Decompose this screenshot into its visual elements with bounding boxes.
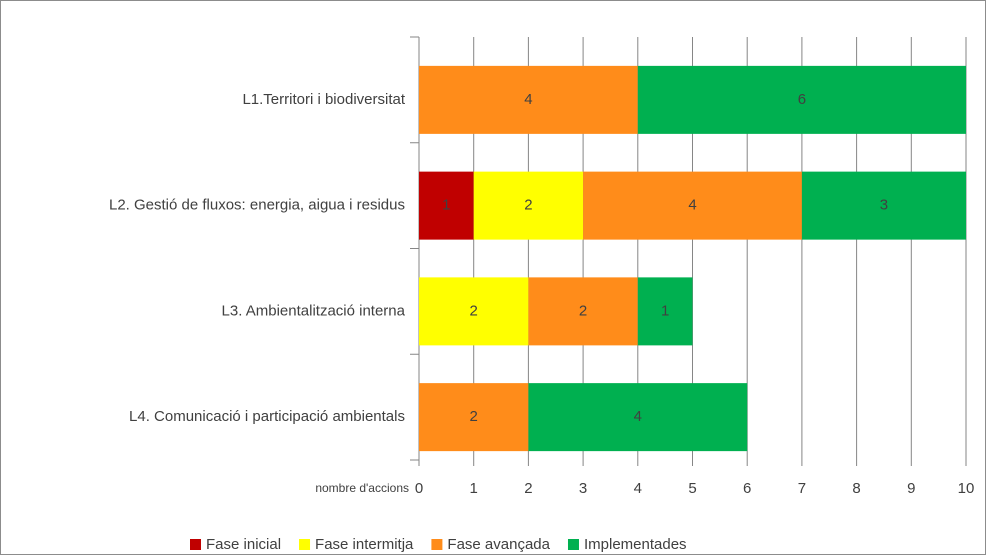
bar-segment	[419, 65, 638, 134]
x-tick-label: 8	[852, 480, 860, 497]
data-label: 4	[634, 408, 642, 425]
x-tick-label: 0	[415, 480, 423, 497]
data-label: 1	[661, 302, 669, 319]
bar-segment	[801, 171, 966, 240]
legend-label: Fase inicial	[206, 536, 281, 553]
x-tick-label: 1	[470, 480, 478, 497]
x-tick-label: 9	[907, 480, 915, 497]
data-label: 2	[470, 408, 478, 425]
legend-label: Fase avançada	[447, 536, 550, 553]
legend-swatch	[431, 539, 443, 550]
x-tick-label: 5	[688, 480, 696, 497]
bar-segment	[528, 277, 638, 346]
x-tick-label: 10	[958, 480, 975, 497]
bar-segment	[637, 65, 966, 134]
data-label: 4	[688, 197, 696, 214]
bar-segment	[637, 277, 693, 346]
legend-swatch	[299, 539, 311, 550]
legend-label: Implementades	[584, 536, 687, 553]
x-tick-label: 3	[579, 480, 587, 497]
x-tick-label: 4	[634, 480, 642, 497]
bar-segment	[583, 171, 802, 240]
bar-segment	[419, 171, 474, 240]
data-label: 3	[880, 197, 888, 214]
bar-segment	[528, 383, 748, 452]
x-tick-label: 6	[743, 480, 751, 497]
data-label: 2	[524, 197, 532, 214]
legend-swatch	[567, 539, 579, 550]
y-tick-label: L3. Ambientalització interna	[222, 302, 406, 319]
y-tick-label: L4. Comunicació i participació ambiental…	[129, 408, 405, 425]
x-axis-label: nombre d'accions	[315, 481, 409, 495]
data-label: 2	[579, 302, 587, 319]
data-label: 4	[524, 91, 532, 108]
y-tick-label: L2. Gestió de fluxos: energia, aigua i r…	[109, 197, 405, 214]
y-tick-label: L1.Territori i biodiversitat	[242, 91, 405, 108]
data-label: 2	[470, 302, 478, 319]
data-label: 6	[798, 91, 806, 108]
x-tick-label: 2	[524, 480, 532, 497]
data-label: 1	[442, 197, 450, 214]
legend-swatch	[190, 539, 201, 550]
bar-segment	[419, 383, 529, 452]
x-tick-label: 7	[798, 480, 806, 497]
legend-label: Fase intermitja	[315, 536, 414, 553]
bar-segment	[419, 277, 529, 346]
bar-segment	[473, 171, 584, 240]
